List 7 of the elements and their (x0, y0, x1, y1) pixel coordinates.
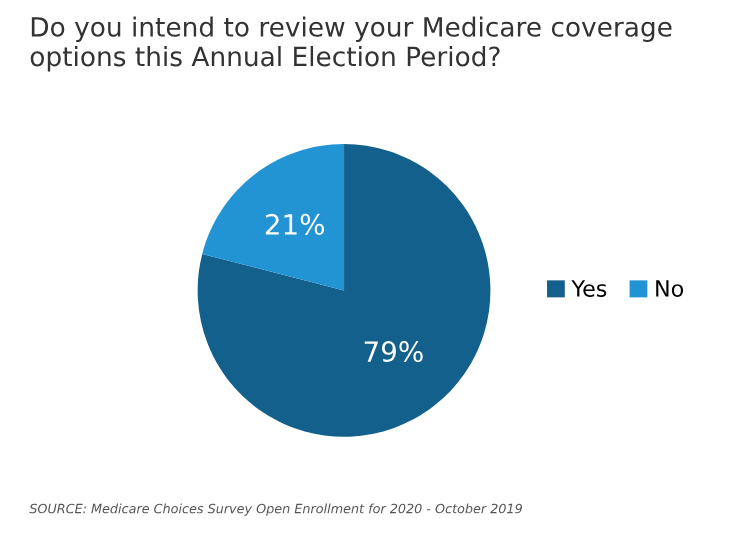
pie-slice (202, 144, 345, 291)
legend-label: No (656, 280, 684, 297)
data-label: 21% (265, 213, 325, 235)
data-label: 79% (364, 341, 423, 363)
legend-label: Yes (571, 280, 607, 297)
chart-title: Do you intend to review your Medicare coverage options this Annual Election Period? (30, 16, 672, 72)
pie-slice (197, 144, 491, 437)
